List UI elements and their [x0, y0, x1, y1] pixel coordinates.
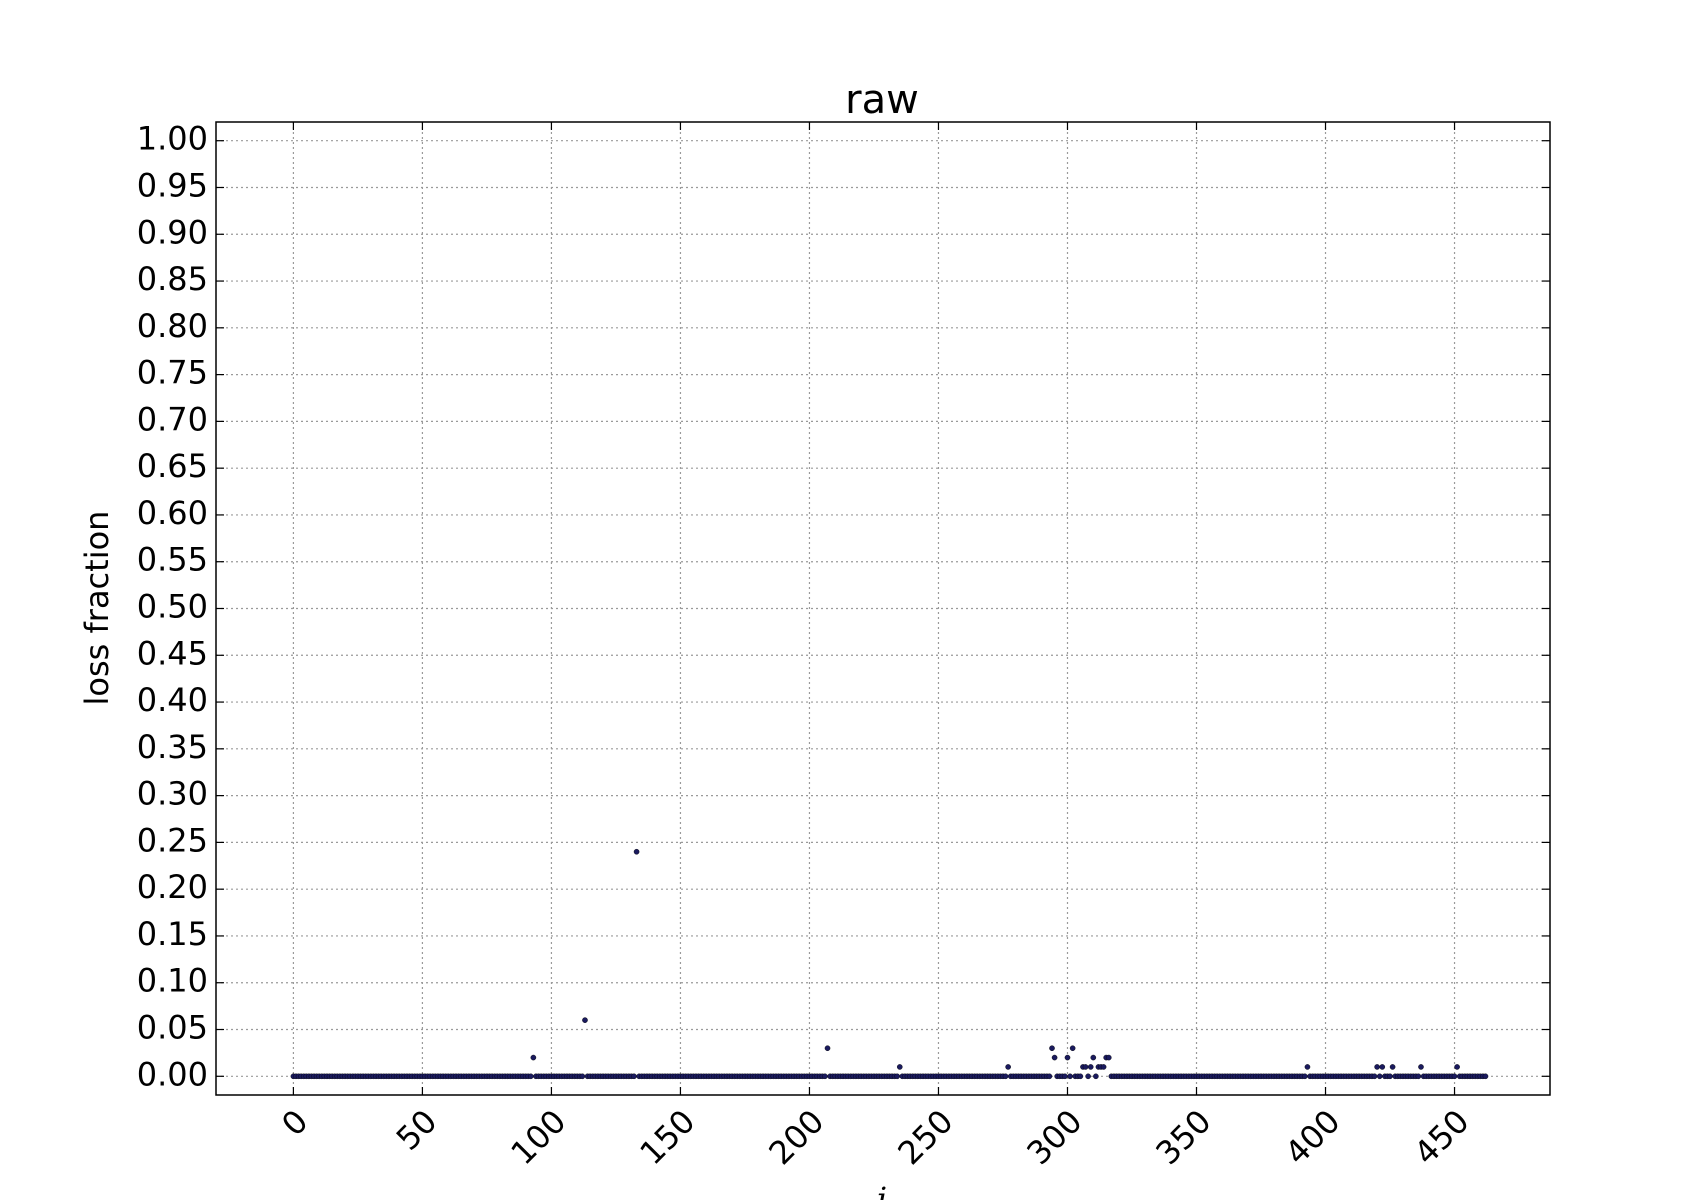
data-point: [1090, 1054, 1097, 1061]
data-point: [1064, 1054, 1071, 1061]
data-point: [824, 1045, 831, 1052]
y-tick-label: 0.95: [137, 166, 208, 204]
data-point: [1376, 1073, 1383, 1080]
data-point: [1046, 1073, 1053, 1080]
data-point: [1451, 1073, 1458, 1080]
x-tick-label: 0: [274, 1102, 315, 1143]
data-point: [1002, 1073, 1009, 1080]
data-point: [1082, 1064, 1089, 1070]
x-tick-labels: 0 50 100 150 200 250 300 350 400 450: [274, 1102, 1476, 1172]
grid: [216, 122, 1550, 1095]
data-point: [1418, 1064, 1424, 1070]
x-tick-label: 450: [1406, 1102, 1476, 1172]
data-point: [1371, 1073, 1378, 1080]
data-point: [1085, 1073, 1091, 1080]
data-point: [1087, 1064, 1094, 1070]
y-tick-labels: 0.00 0.05 0.10 0.15 0.20 0.25 0.30 0.35 0.40 0.45…: [137, 120, 208, 1094]
data-point: [1069, 1045, 1076, 1052]
y-axis-label: loss fraction: [78, 511, 116, 706]
data-point: [822, 1073, 828, 1080]
x-tick-label: 350: [1148, 1102, 1218, 1172]
y-tick-label: 0.15: [137, 915, 208, 953]
y-tick-label: 0.65: [137, 447, 208, 485]
data-point: [582, 1017, 588, 1023]
y-tick-label: 0.70: [137, 400, 208, 438]
data-point: [530, 1054, 537, 1061]
x-tick-label: 150: [632, 1102, 702, 1172]
y-tick-label: 0.35: [137, 728, 208, 766]
data-point: [1415, 1073, 1422, 1080]
axis-ticks: [216, 122, 1550, 1095]
data-point: [1454, 1064, 1460, 1070]
data-point: [527, 1073, 534, 1080]
x-tick-label: 400: [1277, 1102, 1347, 1172]
y-tick-label: 0.40: [137, 681, 208, 719]
data-point: [1304, 1064, 1311, 1070]
data-point: [1387, 1073, 1393, 1080]
y-tick-label: 0.10: [137, 962, 208, 1000]
data-point: [1389, 1064, 1396, 1070]
data-point: [1302, 1073, 1308, 1080]
y-tick-label: 0.45: [137, 634, 208, 672]
y-tick-label: 0.25: [137, 821, 208, 859]
data-point: [1049, 1045, 1055, 1052]
y-tick-label: 0.50: [137, 588, 208, 626]
data-point: [633, 848, 640, 855]
data-point: [1482, 1073, 1489, 1080]
data-point: [1100, 1064, 1107, 1070]
x-tick-label: 300: [1019, 1102, 1089, 1172]
data-point: [896, 1064, 903, 1070]
y-tick-label: 0.55: [137, 541, 208, 579]
data-point: [631, 1073, 637, 1080]
y-tick-label: 0.75: [137, 354, 208, 392]
y-tick-label: 0.80: [137, 307, 208, 345]
x-tick-label: 250: [890, 1102, 960, 1172]
data-point: [1051, 1054, 1058, 1061]
data-point: [1077, 1073, 1084, 1080]
x-axis-label: i: [877, 1180, 887, 1200]
x-tick-label: 100: [503, 1102, 573, 1172]
data-point: [1005, 1064, 1011, 1070]
data-point: [1379, 1064, 1386, 1070]
data-point: [1105, 1054, 1112, 1061]
y-tick-label: 0.05: [137, 1009, 208, 1047]
y-tick-label: 0.60: [137, 494, 208, 532]
data-points: [290, 848, 1489, 1080]
y-tick-label: 0.85: [137, 260, 208, 298]
data-point: [1093, 1073, 1099, 1080]
data-point: [894, 1073, 900, 1080]
x-tick-label: 200: [761, 1102, 831, 1172]
y-tick-label: 0.90: [137, 213, 208, 251]
data-point: [1374, 1064, 1380, 1070]
y-tick-label: 0.20: [137, 868, 208, 906]
data-point: [1062, 1073, 1068, 1080]
x-tick-label: 50: [389, 1102, 445, 1158]
y-tick-label: 1.00: [137, 120, 208, 158]
y-tick-label: 0.30: [137, 775, 208, 813]
data-point: [1067, 1073, 1073, 1080]
data-point: [579, 1073, 586, 1080]
chart-title: raw: [845, 77, 919, 123]
y-tick-label: 0.00: [137, 1055, 208, 1093]
